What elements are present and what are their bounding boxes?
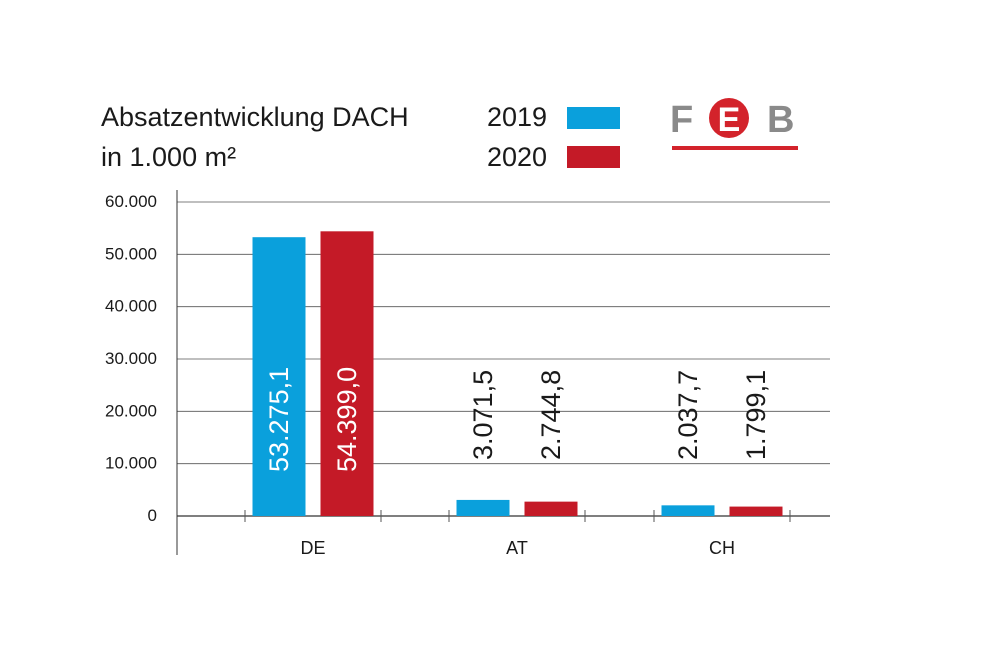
data-label-2020-DE: 54.399,0 [332,367,362,472]
logo-letter-e: E [718,101,741,139]
logo-circle [709,98,749,138]
y-tick-label: 10.000 [105,454,157,473]
y-tick-label: 30.000 [105,349,157,368]
feb-logo: F E B [670,98,800,154]
data-label-2020-CH: 1.799,1 [741,370,771,460]
x-category-label: CH [709,538,735,558]
legend-swatch-2020 [567,146,620,168]
logo-underline [672,146,798,150]
logo-letter-b: B [767,99,794,141]
chart-subtitle: in 1.000 m² [101,142,237,172]
legend-label-2020: 2020 [487,142,548,172]
logo-letter-f: F [670,99,693,141]
y-tick-label: 50.000 [105,244,157,263]
y-tick-label: 20.000 [105,401,157,420]
bar-2020-AT [524,501,578,516]
y-tick-label: 0 [148,506,157,525]
data-label-2019-AT: 3.071,5 [468,370,498,460]
x-category-label: AT [506,538,528,558]
legend-label-2019: 2019 [487,102,548,132]
data-label-2019-DE: 53.275,1 [264,367,294,472]
y-tick-label: 40.000 [105,297,157,316]
bar-2019-AT [456,499,510,516]
chart-title: Absatzentwicklung DACH [101,102,409,132]
data-label-2019-CH: 2.037,7 [673,370,703,460]
bar-2019-CH [661,505,715,516]
bar-2020-DE [320,231,374,517]
legend-swatch-2019 [567,107,620,129]
bar-2019-DE [252,237,306,516]
feb-logo-graphic: F E B [670,98,798,150]
y-tick-label: 60.000 [105,192,157,211]
data-label-2020-AT: 2.744,8 [536,370,566,460]
bar-2020-CH [729,506,783,516]
x-category-label: DE [300,538,325,558]
